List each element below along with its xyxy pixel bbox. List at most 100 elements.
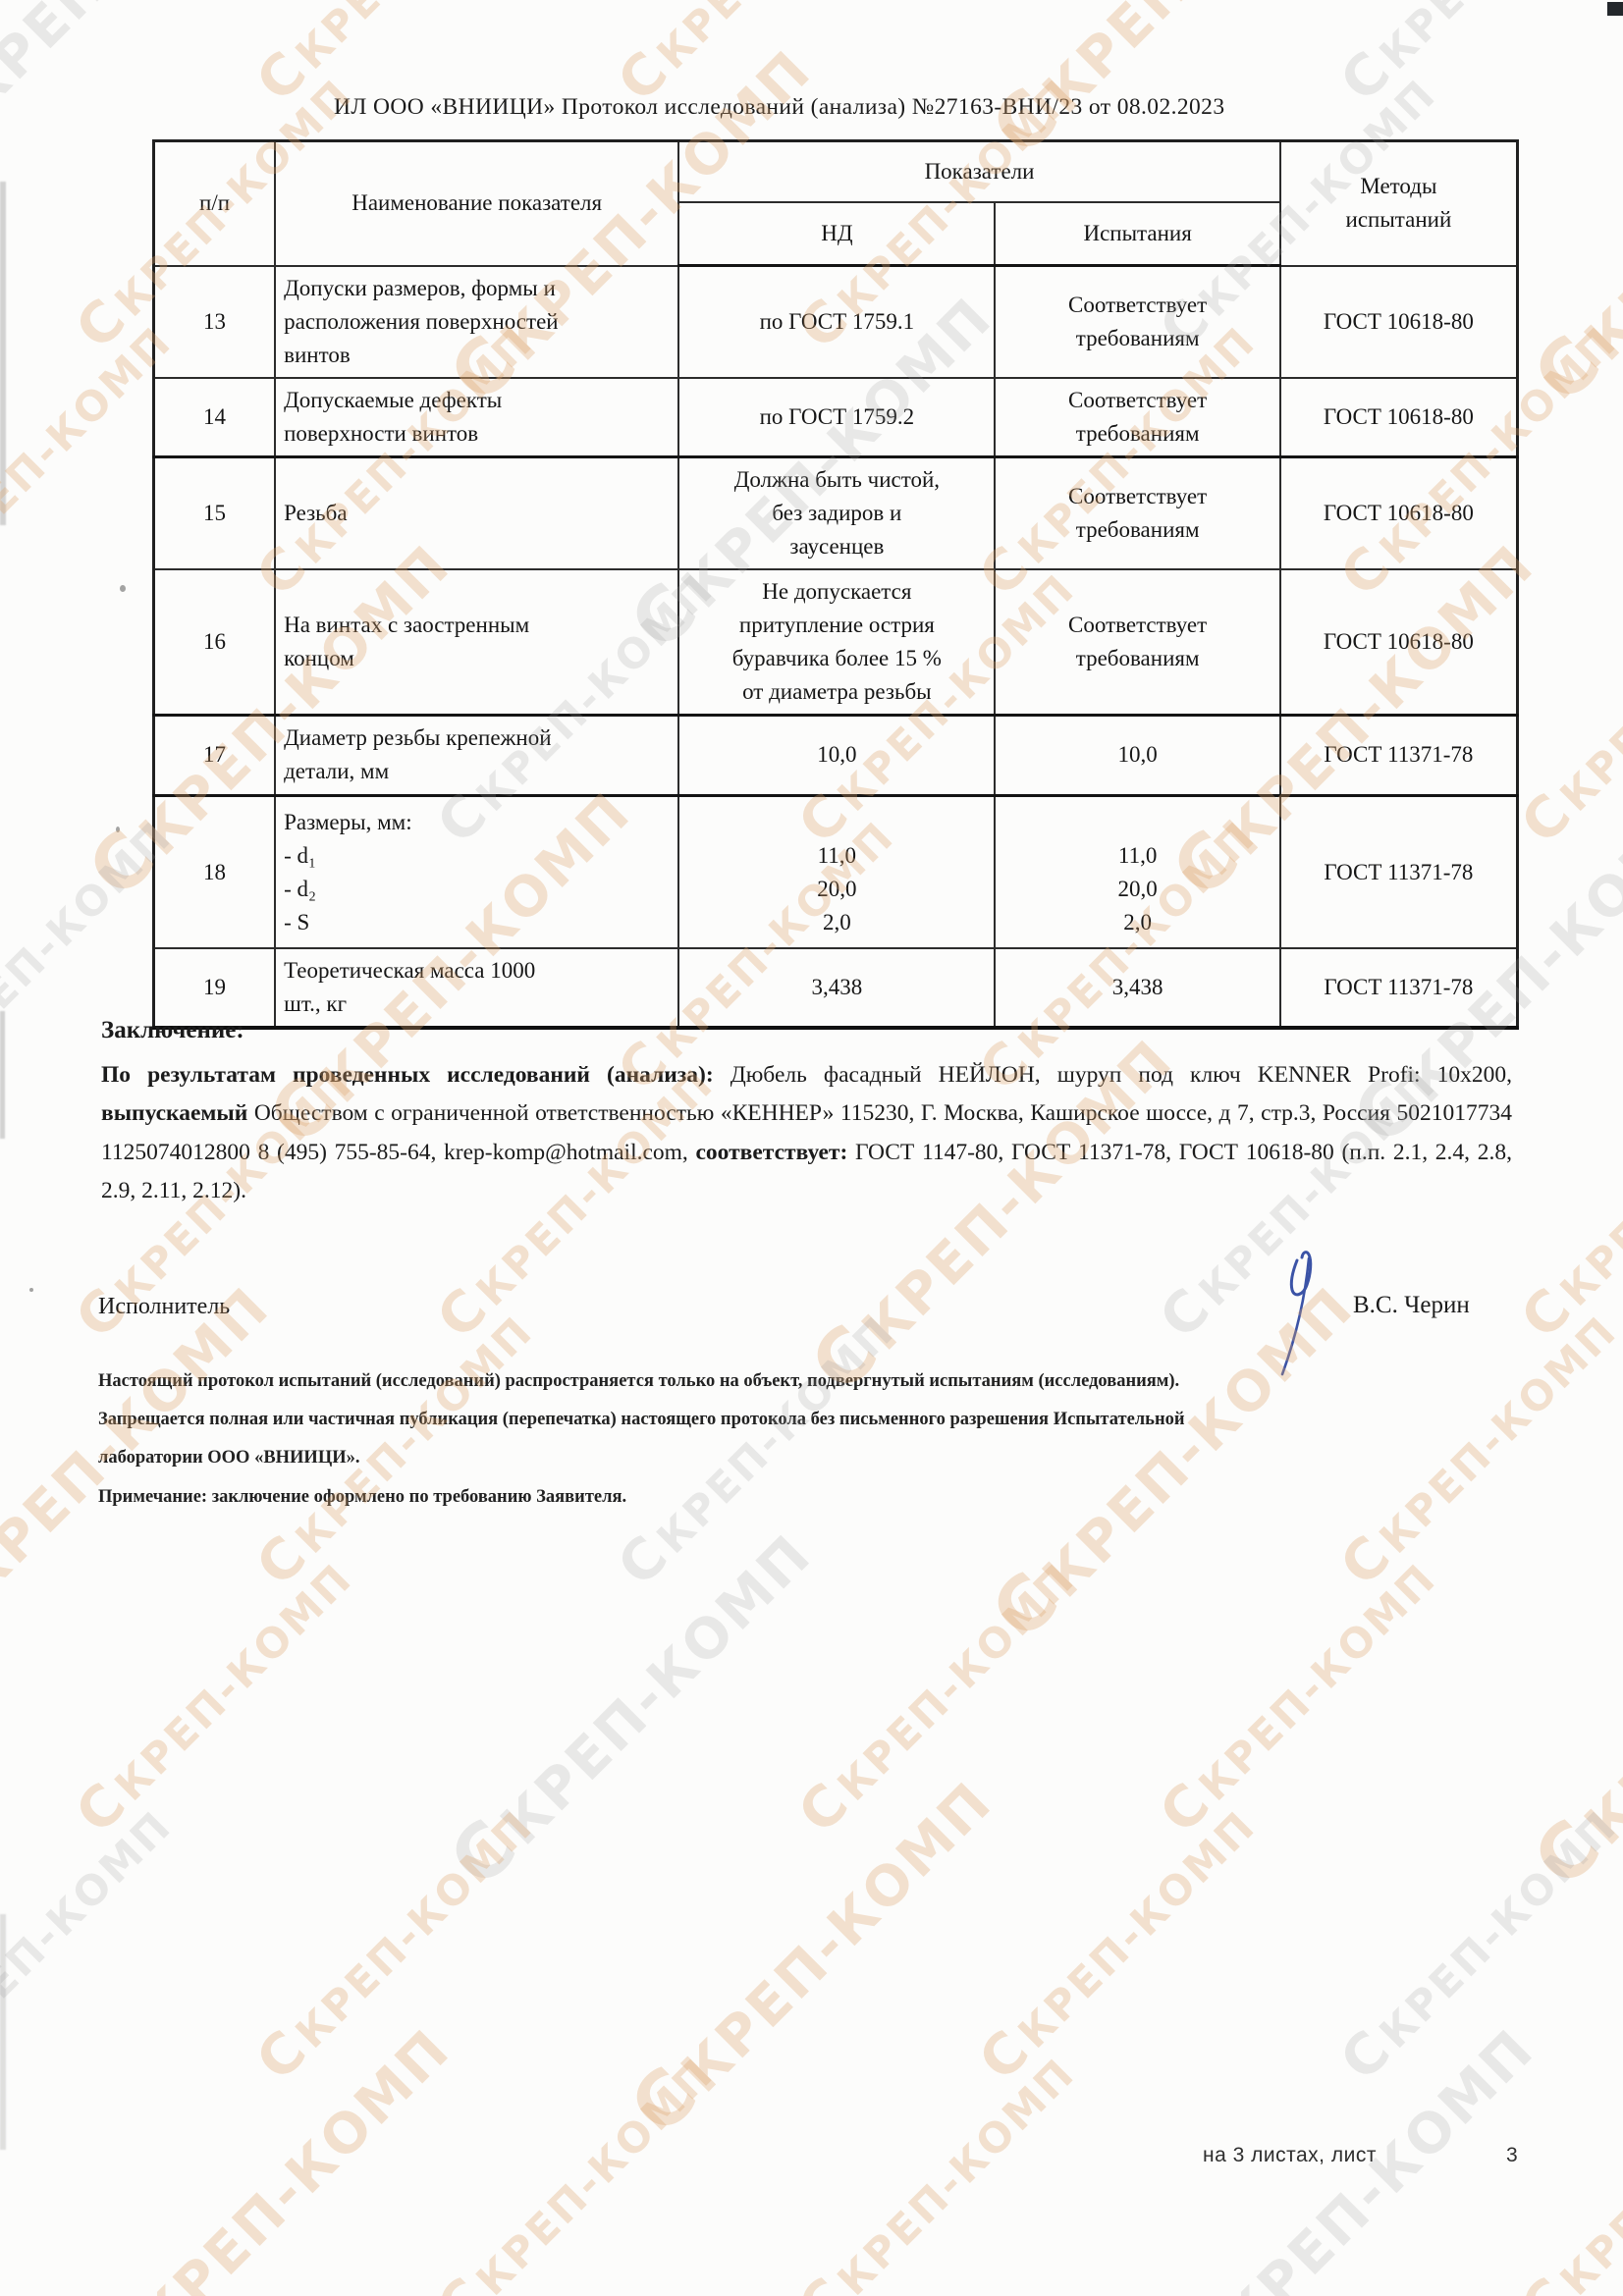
results-table-wrap: п/п Наименование показателя Показатели М… bbox=[152, 139, 1519, 1031]
row-num: 14 bbox=[152, 376, 277, 458]
row-method: ГОСТ 11371-78 bbox=[1278, 947, 1519, 1030]
watermark-label: КРЕП-КОМП bbox=[1370, 1800, 1623, 2057]
row-num: 16 bbox=[152, 567, 277, 717]
krep-komp-logo-icon: Ϲ bbox=[1509, 2264, 1586, 2296]
table-row: 16 На винтах с заостренным концом Не доп… bbox=[152, 567, 1519, 717]
col-header-nd: НД bbox=[677, 201, 997, 267]
row-method: ГОСТ 11371-78 bbox=[1278, 714, 1519, 797]
scan-edge-streak bbox=[0, 182, 6, 525]
row-test: 11,0 20,0 2,0 bbox=[994, 794, 1281, 950]
watermark-text: ϹКРЕП-КОМП bbox=[244, 1792, 546, 2094]
row-nd: 11,0 20,0 2,0 bbox=[677, 794, 997, 950]
watermark-label: КРЕП-КОМП bbox=[1550, 2048, 1623, 2296]
watermark-label: КРЕП-КОМП bbox=[1189, 1553, 1446, 1810]
scan-edge-streak bbox=[0, 1011, 5, 1139]
watermark-label: КРЕП-КОМП bbox=[828, 2048, 1085, 2296]
row-nd: по ГОСТ 1759.1 bbox=[677, 264, 997, 379]
watermark-text: ϹКРЕП-КОМП bbox=[0, 1792, 184, 2094]
watermark-label: КРЕП-КОМП bbox=[1008, 1800, 1266, 2057]
row-num: 15 bbox=[152, 455, 277, 570]
row-method: ГОСТ 10618-80 bbox=[1278, 567, 1519, 717]
executor-name: В.С. Черин bbox=[1353, 1292, 1470, 1318]
executor-label: Исполнитель bbox=[98, 1294, 231, 1319]
krep-komp-logo-icon: Ϲ bbox=[1517, 1801, 1619, 1903]
watermark-label: КРЕП-КОМП bbox=[466, 2048, 724, 2296]
scan-edge-streak bbox=[0, 1914, 6, 2150]
col-header-test: Испытания bbox=[994, 201, 1281, 267]
row-name: Допускаемые дефекты поверхности винтов bbox=[274, 376, 680, 458]
watermark-label: КРЕП-КОМП bbox=[286, 1800, 543, 2057]
row-method: ГОСТ 10618-80 bbox=[1278, 264, 1519, 379]
row-test: 3,438 bbox=[994, 947, 1281, 1030]
footnotes: Настоящий протокол испытаний (исследован… bbox=[98, 1371, 1185, 1507]
conclusion-paragraph: По результатам проведенных исследований … bbox=[101, 1062, 1513, 1204]
krep-komp-logo-icon: Ϲ bbox=[975, 1554, 1077, 1656]
watermark-text: ϹКРЕП-КОМП bbox=[786, 2040, 1088, 2296]
watermark-label: КРЕП-КОМП bbox=[489, 1522, 825, 1858]
watermark-label: КРЕП-КОМП bbox=[828, 1553, 1085, 1810]
watermark-label: КРЕП-КОМП bbox=[647, 0, 903, 79]
watermark-label: КРЕП-КОМП bbox=[128, 2016, 463, 2296]
krep-komp-logo-icon: Ϲ bbox=[433, 1801, 535, 1903]
krep-komp-logo-icon: Ϲ bbox=[605, 1522, 682, 1599]
krep-komp-logo-icon: Ϲ bbox=[1517, 317, 1619, 419]
row-test: Соответствует требованиям bbox=[994, 567, 1281, 717]
row-nd: 3,438 bbox=[677, 947, 997, 1030]
table-row: 19 Теоретическая масса 1000 шт., кг 3,43… bbox=[152, 947, 1519, 1030]
row-method: ГОСТ 10618-80 bbox=[1278, 376, 1519, 458]
watermark-text: ϹКРЕП-КОМП bbox=[1509, 556, 1623, 857]
watermark-label: КРЕП-КОМП bbox=[1550, 1058, 1623, 1315]
row-num: 17 bbox=[152, 714, 277, 797]
krep-komp-logo-icon: Ϲ bbox=[785, 1769, 863, 1846]
row-num: 19 bbox=[152, 947, 277, 1030]
row-name: Допуски размеров, формы и расположения п… bbox=[274, 264, 680, 379]
krep-komp-logo-icon: Ϲ bbox=[1327, 2016, 1405, 2094]
krep-komp-logo-icon: Ϲ bbox=[243, 37, 321, 115]
krep-komp-logo-icon: Ϲ bbox=[243, 2016, 321, 2094]
krep-komp-logo-icon: Ϲ bbox=[966, 2016, 1044, 2094]
table-row: 14 Допускаемые дефекты поверхности винто… bbox=[152, 376, 1519, 458]
page-number: 3 bbox=[1506, 2144, 1518, 2166]
table-row: 17 Диаметр резьбы крепежной детали, мм 1… bbox=[152, 714, 1519, 797]
col-header-num: п/п bbox=[152, 139, 277, 267]
col-header-name: Наименование показателя bbox=[274, 139, 680, 267]
watermark-text: ϹКРЕП-КОМП bbox=[614, 1756, 1007, 2151]
watermark-label: КРЕП-КОМП bbox=[286, 0, 542, 79]
krep-komp-logo-icon: Ϲ bbox=[243, 1522, 321, 1599]
row-method: ГОСТ 11371-78 bbox=[1278, 794, 1519, 950]
sheets-label: на 3 листах, лист bbox=[1203, 2144, 1377, 2166]
scan-speck bbox=[120, 585, 126, 592]
watermark-label: КРЕП-КОМП bbox=[1370, 0, 1623, 79]
row-name: Резьба bbox=[274, 455, 680, 570]
signature-stroke bbox=[1280, 1251, 1313, 1376]
watermark-text: ϹКРЕП-КОМП bbox=[786, 1545, 1088, 1846]
scan-speck bbox=[116, 827, 120, 832]
watermark-label: КРЕП-КОМП bbox=[0, 0, 283, 126]
row-nd: Должна быть чистой, без задиров и заусен… bbox=[677, 455, 997, 570]
scan-speck bbox=[29, 1288, 33, 1292]
row-name: Диаметр резьбы крепежной детали, мм bbox=[274, 714, 680, 797]
row-name: Теоретическая масса 1000 шт., кг bbox=[274, 947, 680, 1030]
protocol-header-line: ИЛ ООО «ВНИИЦИ» Протокол исследований (а… bbox=[334, 94, 1225, 120]
krep-komp-logo-icon: Ϲ bbox=[1147, 1274, 1224, 1352]
conclusion-heading: Заключение: bbox=[101, 1017, 244, 1043]
watermark-text: ϹКРЕП-КОМП bbox=[72, 2003, 465, 2296]
krep-komp-logo-icon: Ϲ bbox=[63, 1769, 140, 1846]
watermark-label: КРЕП-КОМП bbox=[0, 1800, 182, 2057]
watermark-text: ϹКРЕП-КОМП bbox=[1148, 1545, 1449, 1846]
watermark-text: ϹКРЕП-КОМП bbox=[1328, 1792, 1623, 2094]
row-test: 10,0 bbox=[994, 714, 1281, 797]
row-test: Соответствует требованиям bbox=[994, 455, 1281, 570]
row-method: ГОСТ 10618-80 bbox=[1278, 455, 1519, 570]
watermark-label: КРЕП-КОМП bbox=[105, 1553, 362, 1810]
krep-komp-logo-icon: Ϲ bbox=[614, 2049, 716, 2151]
watermark-label: КРЕП-КОМП bbox=[670, 1769, 1005, 2106]
row-test: Соответствует требованиям bbox=[994, 376, 1281, 458]
watermark-label: КРЕП-КОМП bbox=[1573, 37, 1623, 374]
krep-komp-logo-icon: Ϲ bbox=[424, 1274, 502, 1352]
scan-corner-mark bbox=[1607, 2, 1623, 16]
col-header-methods: Методы испытаний bbox=[1278, 139, 1519, 267]
krep-komp-logo-icon: Ϲ bbox=[786, 2264, 863, 2296]
row-nd: 10,0 bbox=[677, 714, 997, 797]
